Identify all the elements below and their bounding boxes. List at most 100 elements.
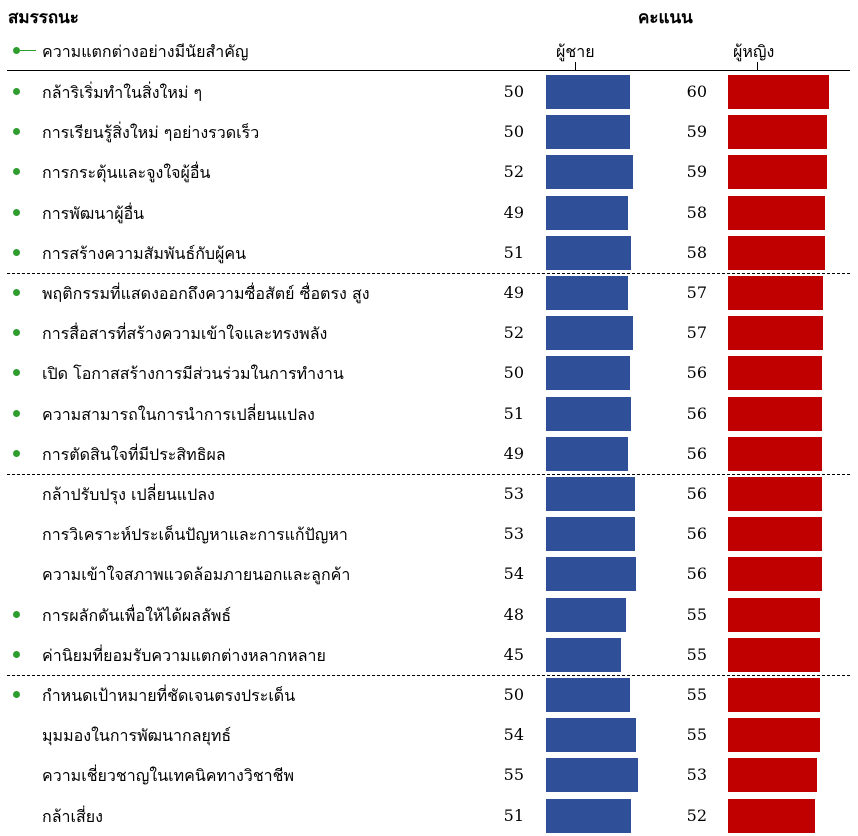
group-divider [7,272,850,274]
significance-dot-icon [13,47,20,54]
male-value-label: 51 [503,242,524,262]
male-value-label: 50 [503,82,524,101]
female-value-label: 59 [686,122,707,142]
competency-label: กล้าปรับปรุง เปลี่ยนแปลง [42,485,215,504]
table-row: การกระตุ้นและจูงใจผู้อื่น 52 59 [0,152,858,192]
male-value-label: 51 [503,403,524,423]
female-value-label: 58 [686,242,707,262]
female-value-label: 56 [686,403,707,423]
female-value-label: 56 [686,363,707,383]
female-value-label: 60 [686,82,707,101]
table-row: กล้าเสี่ยง 51 52 [0,796,858,836]
female-score-bar [728,597,821,632]
table-row: กล้าปรับปรุง เปลี่ยนแปลง 53 56 [0,474,858,514]
male-score-bar [546,75,630,109]
table-row: ความสามารถในการนำการเปลี่ยนแปลง 51 56 [0,394,858,434]
competency-label: การผลักดันเพื่อให้ได้ผลลัพธ์ [42,605,232,625]
male-value-label: 52 [503,162,524,182]
table-row: ความเข้าใจสภาพแวดล้อมภายนอกและลูกค้า 54 56 [0,554,858,594]
male-score-bar [546,718,637,753]
table-row: การเรียนรู้สิ่งใหม่ ๆอย่างรวดเร็ว 50 59 [0,112,858,152]
male-value-label: 55 [503,765,524,785]
female-value-label: 57 [686,283,707,302]
competency-label: การเรียนรู้สิ่งใหม่ ๆอย่างรวดเร็ว [42,123,260,143]
male-value-label: 48 [503,604,524,624]
male-score-bar [546,758,639,793]
competency-label: การสื่อสารที่สร้างความเข้าใจและทรงพลัง [42,324,328,344]
competency-label: การพัฒนาผู้อื่น [42,203,145,223]
male-value-label: 53 [503,524,524,544]
male-score-bar [546,436,629,471]
table-row: กำหนดเป้าหมายที่ชัดเจนตรงประเด็น 50 55 [0,675,858,715]
male-value-label: 53 [503,484,524,503]
male-score-bar [546,396,632,431]
female-score-bar [728,758,817,793]
male-score-bar [546,316,634,351]
female-score-bar [728,155,827,190]
female-score-bar [728,637,821,672]
competency-label: มุมมองในการพัฒนากลยุทธ์ [42,726,232,746]
table-row: เปิด โอกาสสร้างการมีส่วนร่วมในการทำงาน 50… [0,353,858,393]
male-score-bar [546,678,630,712]
competency-label: ความสามารถในการนำการเปลี่ยนแปลง [42,404,315,424]
female-score-bar [728,75,829,109]
table-row: การวิเคราะห์ประเด็นปัญหาและการแก้ปัญหา 53… [0,514,858,554]
female-axis-tick [757,62,758,70]
female-value-label: 53 [686,765,707,785]
competency-label: ความเข้าใจสภาพแวดล้อมภายนอกและลูกค้า [42,565,351,585]
female-value-label: 55 [686,604,707,624]
significance-dot-icon [13,248,20,256]
significance-dot-icon [13,369,20,377]
competency-label: การวิเคราะห์ประเด็นปัญหาและการแก้ปัญหา [42,525,348,545]
female-series-label: ผู้หญิง [733,42,775,61]
significance-dot-icon [13,449,20,457]
header-rule [7,70,850,71]
female-value-label: 52 [686,805,707,825]
table-row: ค่านิยมที่ยอมรับความแตกต่างหลากหลาย 45 55 [0,635,858,675]
female-score-bar [728,115,827,150]
male-score-bar [546,235,632,270]
competency-label: กำหนดเป้าหมายที่ชัดเจนตรงประเด็น [42,686,296,705]
competency-label: พฤติกรรมที่แสดงออกถึงความซื่อสัตย์ ซื่อต… [42,284,370,303]
male-score-bar [546,798,632,833]
female-score-bar [728,316,824,351]
male-score-bar [546,557,637,592]
male-value-label: 54 [503,725,524,745]
significance-dot-icon [13,409,20,417]
competency-label: กล้าเสี่ยง [42,806,103,826]
male-score-bar [546,637,622,672]
legend-line [20,50,36,51]
female-score-bar [728,718,821,753]
significance-dot-icon [13,289,20,296]
female-score-bar [728,436,822,471]
female-value-label: 55 [686,685,707,704]
male-score-bar [546,276,629,310]
male-series-label: ผู้ชาย [556,42,595,61]
table-row: การสร้างความสัมพันธ์กับผู้คน 51 58 [0,233,858,273]
female-value-label: 55 [686,725,707,745]
significance-dot-icon [13,329,20,337]
male-score-bar [546,195,629,230]
competency-label: การสร้างความสัมพันธ์กับผู้คน [42,243,247,263]
female-value-label: 56 [686,484,707,503]
male-value-label: 54 [503,564,524,584]
male-score-bar [546,477,635,511]
female-score-bar [728,477,822,511]
significance-dot-icon [13,168,20,176]
female-value-label: 59 [686,162,707,182]
female-score-bar [728,798,816,833]
significance-dot-icon [13,610,20,618]
table-row: มุมมองในการพัฒนากลยุทธ์ 54 55 [0,715,858,755]
female-score-bar [728,517,822,552]
male-value-label: 49 [503,202,524,222]
male-value-label: 52 [503,323,524,343]
male-value-label: 51 [503,805,524,825]
female-score-bar [728,356,822,391]
female-score-bar [728,557,822,592]
male-value-label: 49 [503,443,524,463]
male-score-bar [546,356,630,391]
competency-label: ความเชี่ยวชาญในเทคนิคทางวิชาชีพ [42,766,295,786]
male-value-label: 50 [503,122,524,142]
male-value-label: 45 [503,644,524,664]
male-value-label: 50 [503,363,524,383]
